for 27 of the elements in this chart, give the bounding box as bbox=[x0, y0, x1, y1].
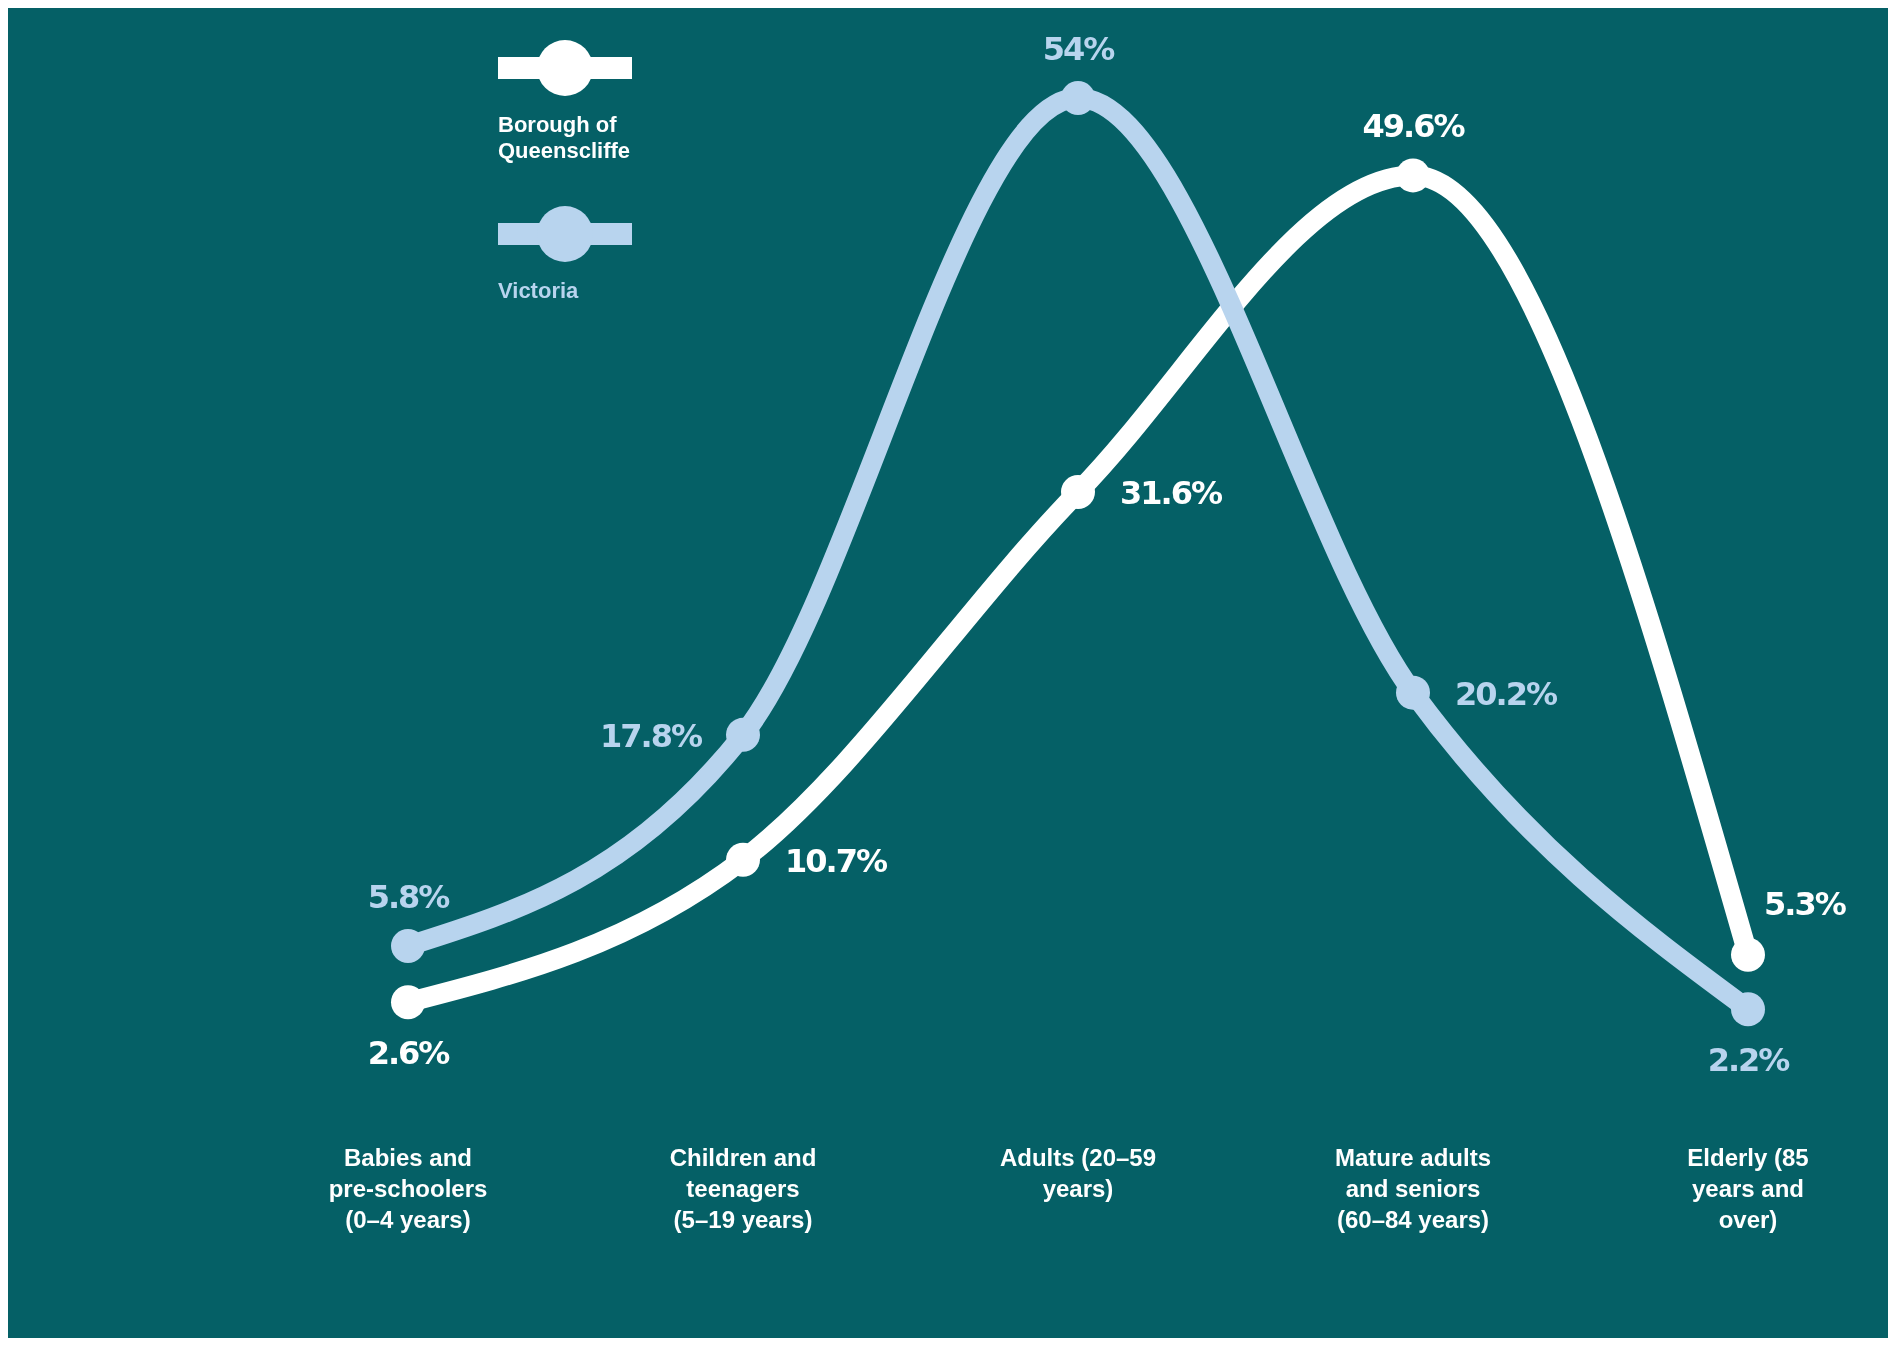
data-label: 20.2% bbox=[1455, 674, 1558, 713]
x-tick-label: Babies and pre-schoolers (0–4 years) bbox=[328, 1144, 488, 1233]
data-label: 10.7% bbox=[785, 841, 888, 880]
data-label: 31.6% bbox=[1120, 474, 1223, 513]
x-tick-label: Children and teenagers (5–19 years) bbox=[669, 1144, 817, 1233]
point bbox=[726, 717, 760, 752]
point bbox=[391, 928, 425, 963]
point bbox=[1061, 475, 1095, 510]
text: Borough of Queenscliffe bbox=[498, 112, 632, 164]
point bbox=[1731, 937, 1765, 972]
point bbox=[1396, 675, 1430, 710]
data-label: 17.8% bbox=[599, 716, 703, 755]
data-label: 5.3% bbox=[1764, 884, 1847, 923]
point bbox=[1731, 992, 1765, 1027]
x-tick-label: Elderly (85 years and over) bbox=[1687, 1144, 1809, 1233]
data-label: 2.6% bbox=[367, 1034, 451, 1073]
x-tick-label: Adults (20–59 years) bbox=[999, 1144, 1157, 1202]
data-label: 2.2% bbox=[1707, 1041, 1791, 1080]
point bbox=[1396, 158, 1430, 193]
text: Victoria bbox=[498, 278, 580, 304]
data-label: 5.8% bbox=[367, 877, 451, 916]
data-label: 54% bbox=[1042, 30, 1116, 68]
point bbox=[1061, 81, 1095, 115]
point bbox=[726, 842, 760, 877]
data-label: 49.6% bbox=[1362, 107, 1466, 146]
point bbox=[391, 985, 425, 1020]
x-tick-label: Mature adults and seniors (60–84 years) bbox=[1334, 1144, 1492, 1233]
